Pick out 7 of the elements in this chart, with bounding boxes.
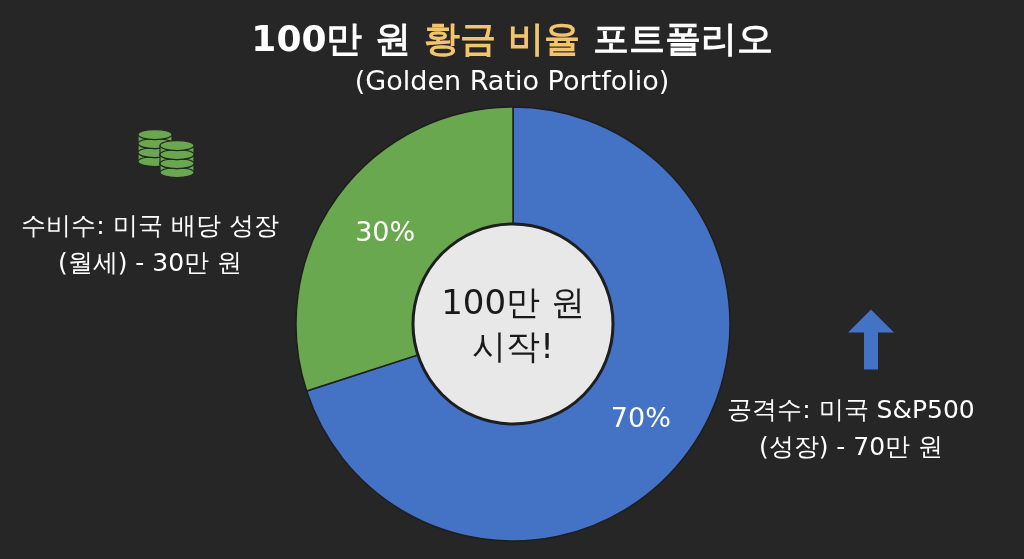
slice-label: 수비수: 미국 배당 성장 (월세) - 30만 원	[21, 210, 279, 277]
data-label: 30%	[355, 215, 416, 247]
chart-title: 100만 원 황금 비율 포트폴리오	[251, 17, 773, 59]
chart-subtitle: (Golden Ratio Portfolio)	[354, 64, 670, 96]
text: 100만 원 시작!	[441, 282, 585, 366]
data-label: 70%	[610, 401, 671, 433]
legend-label: 공격수: 미국 S&P500 (성장) - 70만 원	[727, 394, 975, 461]
